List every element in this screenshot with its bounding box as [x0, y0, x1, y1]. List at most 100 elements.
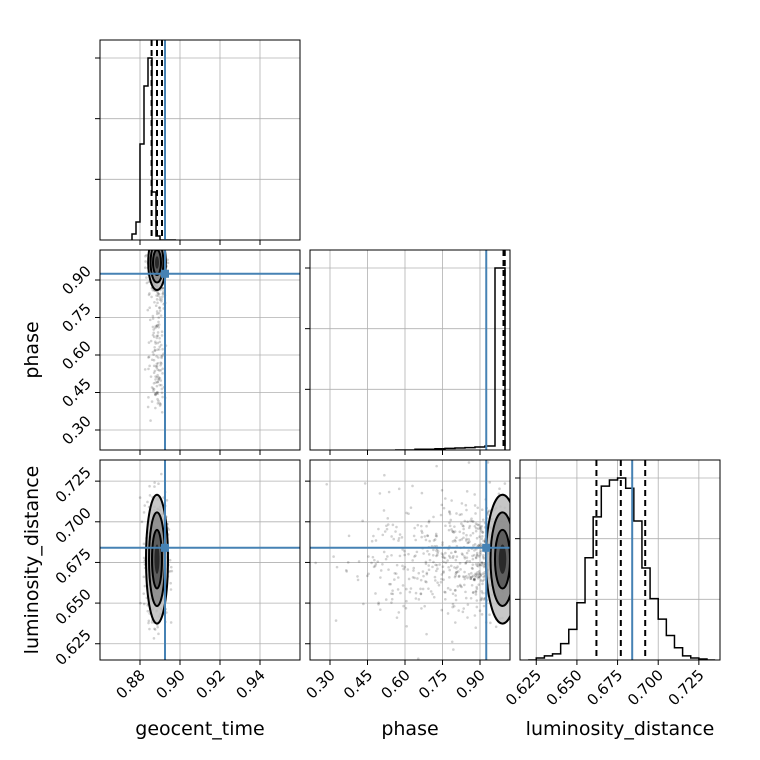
- scatter-geocent_time-luminosity_distance-point: [153, 481, 156, 484]
- scatter-geocent_time-phase-point: [154, 340, 157, 344]
- scatter-geocent_time-phase-point: [155, 375, 159, 379]
- scatter-phase-luminosity_distance-point: [434, 563, 437, 567]
- scatter-geocent_time-phase-point: [159, 379, 163, 382]
- scatter-phase-luminosity_distance-point: [474, 562, 478, 566]
- scatter-phase-luminosity_distance-point: [408, 590, 412, 594]
- scatter-geocent_time-phase-point: [157, 292, 161, 296]
- scatter-phase-luminosity_distance-point: [477, 543, 481, 547]
- scatter-phase-luminosity_distance-point: [477, 575, 481, 579]
- scatter-geocent_time-phase-point: [151, 317, 155, 320]
- scatter-phase-luminosity_distance-point: [469, 577, 472, 580]
- scatter-geocent_time-luminosity_distance-point: [148, 494, 152, 497]
- scatter-phase-luminosity_distance-point: [425, 580, 428, 584]
- scatter-phase-luminosity_distance-point: [419, 592, 423, 596]
- scatter-phase-luminosity_distance-point: [412, 534, 416, 538]
- scatter-phase-luminosity_distance-point: [474, 575, 478, 578]
- scatter-geocent_time-phase-point: [151, 350, 155, 354]
- scatter-phase-luminosity_distance-point: [455, 536, 458, 539]
- scatter-phase-luminosity_distance-point: [431, 592, 434, 596]
- scatter-phase-luminosity_distance-point: [427, 520, 431, 524]
- scatter-phase-luminosity_distance-point: [475, 536, 479, 540]
- scatter-phase-luminosity_distance-point: [378, 492, 382, 495]
- scatter-phase-luminosity_distance-point: [440, 573, 444, 576]
- scatter-geocent_time-phase-point: [145, 276, 148, 279]
- scatter-phase-luminosity_distance-point: [416, 657, 420, 660]
- scatter-phase-luminosity_distance-point: [458, 530, 462, 534]
- scatter-phase-luminosity_distance-point: [467, 461, 471, 464]
- scatter-phase-luminosity_distance-point: [426, 534, 430, 538]
- scatter-phase-luminosity_distance-point: [460, 538, 464, 541]
- y-tick-label-phase-4: 0.90: [58, 262, 94, 298]
- scatter-phase-luminosity_distance-point: [431, 565, 434, 569]
- scatter-phase-luminosity_distance-point: [344, 568, 348, 572]
- scatter-phase-luminosity_distance-point: [451, 605, 454, 609]
- scatter-phase-luminosity_distance-point: [455, 566, 458, 570]
- scatter-phase-luminosity_distance-point: [387, 490, 391, 494]
- scatter-phase-luminosity_distance-point: [448, 512, 452, 516]
- scatter-phase-luminosity_distance-point: [419, 587, 422, 591]
- scatter-geocent_time-phase-point: [154, 393, 157, 396]
- scatter-phase-luminosity_distance-point: [391, 589, 394, 592]
- scatter-phase-luminosity_distance-point: [421, 570, 425, 573]
- scatter-geocent_time-phase-point: [149, 419, 152, 422]
- scatter-phase-luminosity_distance-point: [356, 575, 359, 578]
- scatter-phase-luminosity_distance-point: [462, 536, 465, 540]
- scatter-phase-luminosity_distance-point: [443, 556, 447, 560]
- scatter-phase-luminosity_distance-point: [361, 519, 364, 523]
- scatter-phase-luminosity_distance-point: [392, 537, 396, 541]
- scatter-phase-luminosity_distance-point: [478, 527, 482, 530]
- scatter-geocent_time-luminosity_distance-point: [153, 628, 157, 631]
- scatter-phase-luminosity_distance-point: [412, 566, 416, 570]
- scatter-geocent_time-phase-point: [160, 391, 164, 395]
- scatter-phase-luminosity_distance-point: [435, 563, 439, 567]
- scatter-phase-luminosity_distance-point: [471, 531, 475, 535]
- scatter-phase-luminosity_distance-point: [474, 529, 478, 533]
- scatter-phase-luminosity_distance-point: [472, 590, 475, 594]
- scatter-phase-luminosity_distance-point: [481, 582, 484, 586]
- scatter-phase-luminosity_distance-point: [347, 534, 351, 538]
- scatter-geocent_time-phase-point: [155, 334, 159, 338]
- scatter-geocent_time-phase-point: [156, 331, 160, 334]
- scatter-phase-luminosity_distance-point: [435, 549, 438, 552]
- scatter-geocent_time-luminosity_distance-point: [146, 500, 149, 504]
- scatter-geocent_time-phase-point: [157, 316, 161, 319]
- scatter-phase-luminosity_distance-point: [383, 530, 387, 533]
- scatter-phase-luminosity_distance-point: [458, 562, 462, 565]
- scatter-phase-luminosity_distance-point: [403, 553, 407, 557]
- scatter-phase-luminosity_distance-point: [464, 562, 467, 565]
- scatter-geocent_time-phase-point: [155, 312, 159, 316]
- scatter-phase-luminosity_distance-point: [473, 493, 476, 496]
- scatter-phase-luminosity_distance-point: [466, 541, 469, 545]
- scatter-phase-luminosity_distance-point: [447, 528, 451, 532]
- scatter-phase-luminosity_distance-point: [434, 534, 438, 538]
- scatter-geocent_time-luminosity_distance-point: [142, 511, 146, 514]
- scatter-phase-luminosity_distance-point: [397, 576, 400, 579]
- scatter-phase-luminosity_distance-point: [470, 517, 473, 520]
- scatter-phase-luminosity_distance-point: [463, 577, 467, 581]
- scatter-geocent_time-phase-point: [143, 368, 147, 371]
- scatter-phase-luminosity_distance-point: [417, 598, 421, 601]
- scatter-geocent_time-luminosity_distance-panel: [95, 459, 301, 665]
- scatter-phase-luminosity_distance-point: [424, 562, 428, 566]
- scatter-phase-luminosity_distance-point: [432, 595, 436, 599]
- y-tick-label-phase-0: 0.30: [58, 412, 94, 448]
- hist-phase-frame: [309, 249, 511, 451]
- scatter-phase-luminosity_distance-point: [386, 523, 390, 526]
- scatter-phase-luminosity_distance-point: [432, 515, 435, 519]
- scatter-phase-luminosity_distance-point: [475, 564, 479, 567]
- scatter-phase-luminosity_distance-point: [466, 616, 469, 619]
- scatter-phase-luminosity_distance-point: [476, 523, 479, 526]
- scatter-geocent_time-phase-point: [157, 378, 160, 382]
- scatter-phase-luminosity_distance-point: [462, 524, 465, 528]
- scatter-phase-luminosity_distance-point: [474, 512, 477, 515]
- scatter-geocent_time-phase-point: [151, 314, 155, 318]
- scatter-phase-luminosity_distance-point: [455, 512, 458, 515]
- scatter-phase-luminosity_distance-point: [373, 564, 377, 568]
- scatter-phase-luminosity_distance-point: [435, 534, 439, 538]
- scatter-phase-luminosity_distance-point: [455, 555, 459, 558]
- scatter-geocent_time-phase-point: [145, 253, 148, 257]
- scatter-phase-luminosity_distance-point: [460, 512, 463, 516]
- scatter-phase-luminosity_distance-point: [479, 542, 483, 546]
- scatter-geocent_time-luminosity_distance-point: [165, 498, 169, 502]
- scatter-phase-luminosity_distance-point: [440, 488, 444, 492]
